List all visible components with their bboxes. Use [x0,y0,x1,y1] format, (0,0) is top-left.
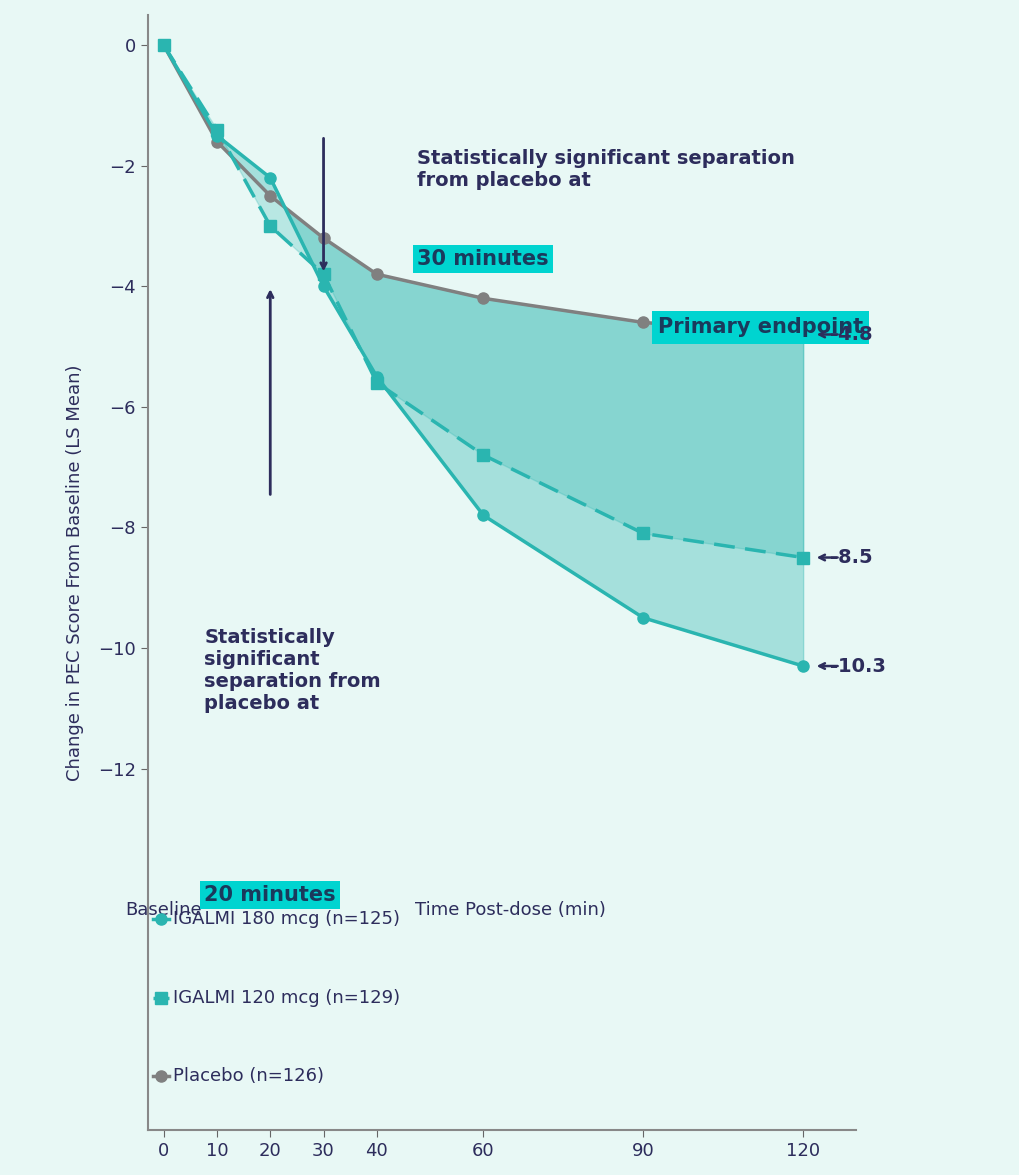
Text: Primary endpoint: Primary endpoint [657,317,862,337]
Y-axis label: Change in PEC Score From Baseline (LS Mean): Change in PEC Score From Baseline (LS Me… [66,364,84,781]
Text: -8.5: -8.5 [829,548,871,568]
Text: IGALMI 180 mcg (n=125): IGALMI 180 mcg (n=125) [173,911,399,928]
Text: Placebo (n=126): Placebo (n=126) [173,1067,324,1085]
Text: Statistically
significant
separation from
placebo at: Statistically significant separation fro… [204,629,381,713]
Text: Statistically significant separation
from placebo at: Statistically significant separation fro… [417,149,794,190]
Text: Baseline: Baseline [125,901,202,919]
Text: Time Post-dose (min): Time Post-dose (min) [414,901,605,919]
Text: 20 minutes: 20 minutes [204,885,335,905]
Text: IGALMI 120 mcg (n=129): IGALMI 120 mcg (n=129) [173,988,400,1007]
Text: -10.3: -10.3 [829,657,884,676]
Text: -4.8: -4.8 [829,325,871,344]
Text: 30 minutes: 30 minutes [417,249,548,269]
